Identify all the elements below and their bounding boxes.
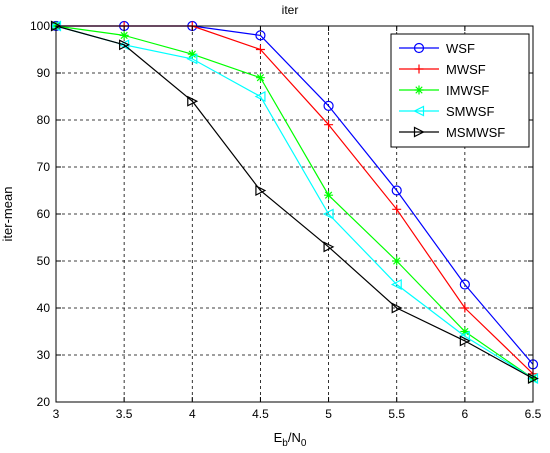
legend-entry: MWSF <box>399 62 486 77</box>
series-line <box>55 25 534 380</box>
legend-label: MWSF <box>446 62 486 77</box>
legend-label: MSMWSF <box>446 125 505 140</box>
y-tick-label: 40 <box>37 301 51 315</box>
data-point <box>414 64 424 74</box>
data-point <box>323 241 335 253</box>
y-axis-label: iter-mean <box>0 187 15 242</box>
x-tick-label: 5.5 <box>388 407 405 421</box>
data-point <box>414 85 424 95</box>
x-axis-label: Eb/N0 <box>274 430 307 449</box>
data-point <box>460 303 470 313</box>
data-point <box>187 95 199 107</box>
data-point <box>186 53 198 65</box>
y-tick-label: 50 <box>37 254 51 268</box>
x-tick-label: 3.5 <box>116 407 133 421</box>
x-tick-label: 5 <box>325 407 332 421</box>
data-point <box>413 105 425 117</box>
axes: 3 3.5 4 4.5 5 5.5 6 6.5 20 30 40 50 60 70 80 90 100 <box>30 19 542 421</box>
data-point <box>255 73 265 83</box>
data-point <box>460 327 470 336</box>
data-point <box>390 279 402 290</box>
data-point <box>459 279 470 290</box>
legend-entry: WSF <box>399 41 475 56</box>
series-imwsf <box>51 21 538 383</box>
legend-label: SMWSF <box>446 104 494 119</box>
x-tick-label: 3 <box>53 407 60 421</box>
y-tick-label: 60 <box>37 207 51 221</box>
legend-entry: IMWSF <box>399 83 489 98</box>
series-line <box>55 25 534 379</box>
y-tick-label: 80 <box>37 113 51 127</box>
y-tick-label: 90 <box>37 66 51 80</box>
legend-entry: MSMWSF <box>399 125 505 140</box>
y-tick-label: 20 <box>37 395 51 409</box>
x-tick-label: 4 <box>189 407 196 421</box>
y-tick-label: 30 <box>37 348 51 362</box>
data-point <box>413 126 425 138</box>
y-tick-label: 70 <box>37 160 51 174</box>
legend-label: IMWSF <box>446 83 489 98</box>
legend-entry: SMWSF <box>399 104 494 119</box>
data-point <box>391 185 402 196</box>
x-tick-label: 6.5 <box>525 407 542 421</box>
legend-label: WSF <box>446 41 475 56</box>
y-tick-label: 100 <box>30 19 50 33</box>
data-point <box>322 208 334 220</box>
x-tick-label: 4.5 <box>252 407 269 421</box>
data-point <box>119 30 129 40</box>
x-tick-label: 6 <box>462 407 469 421</box>
data-point <box>254 91 266 102</box>
legend: WSF MWSF IMWSF SMWSF MSMWSF <box>390 33 530 148</box>
data-point <box>324 120 334 130</box>
chart-title: iter <box>282 3 299 17</box>
data-point <box>187 49 197 59</box>
data-point <box>392 204 402 214</box>
data-point <box>255 45 265 54</box>
data-point <box>391 302 403 314</box>
series-line <box>55 25 534 380</box>
data-point <box>323 100 334 112</box>
data-point <box>392 256 402 266</box>
data-point <box>459 335 471 347</box>
data-point <box>255 185 267 196</box>
data-point <box>119 39 130 51</box>
axes-box <box>55 25 534 403</box>
data-point <box>413 42 425 54</box>
data-point <box>324 190 334 200</box>
